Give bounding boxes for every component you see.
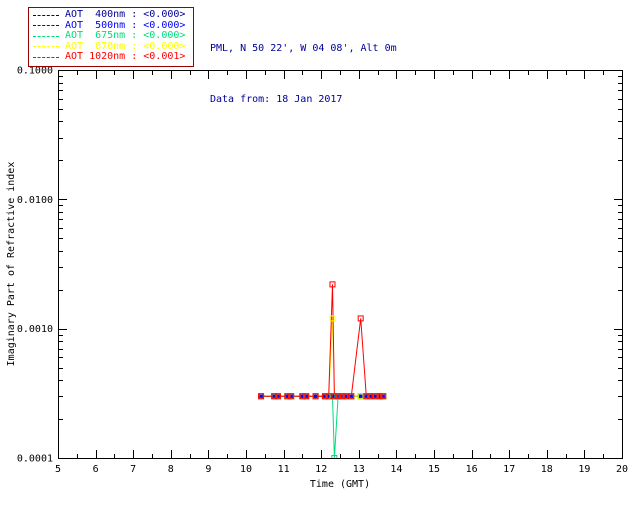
x-tick-label: 19 <box>578 464 590 475</box>
y-tick-label: 0.0100 <box>17 195 53 206</box>
x-tick-label: 8 <box>168 464 174 475</box>
x-tick-label: 11 <box>278 464 290 475</box>
x-tick-label: 12 <box>315 464 327 475</box>
legend-entry: AOT 1020nm : <0.001> <box>33 51 186 63</box>
x-tick-label: 5 <box>55 464 61 475</box>
legend-entries: AOT 400nm : <0.000> AOT 500nm : <0.000> AO… <box>33 9 186 63</box>
series-group <box>258 281 387 458</box>
x-tick-label: 20 <box>616 464 628 475</box>
legend-line-sample <box>33 46 59 48</box>
series-line-aot-1020nm <box>261 284 384 397</box>
y-axis-title: Imaginary Part of Refractive index <box>6 162 17 367</box>
series-line-aot-870nm <box>261 318 384 397</box>
legend-line-sample <box>33 35 59 37</box>
series-markers-aot-675nm <box>258 393 387 458</box>
legend-entry: AOT 675nm : <0.000> <box>33 30 186 42</box>
axis-ticks <box>58 70 623 459</box>
legend-line-sample <box>33 56 59 58</box>
legend-label: AOT 1020nm : <0.001> <box>65 51 186 62</box>
series-markers-aot-1020nm <box>258 281 387 400</box>
legend-entry: AOT 500nm : <0.000> <box>33 19 186 32</box>
plot-header: PML, N 50 22', W 04 08', Alt 0m Data fro… <box>210 6 397 142</box>
data-date-line: Data from: 18 Jan 2017 <box>210 94 343 105</box>
series-line-aot-675nm <box>261 395 384 458</box>
x-tick-label: 15 <box>428 464 440 475</box>
legend-label: AOT 675nm : <0.000> <box>65 30 186 41</box>
y-tick-label: 0.0001 <box>17 454 53 465</box>
series-markers-aot-870nm <box>258 315 387 400</box>
x-tick-label: 6 <box>93 464 99 475</box>
legend-line-sample <box>33 14 59 16</box>
plot-frame <box>58 70 623 459</box>
x-tick-label: 17 <box>503 464 515 475</box>
x-tick-label: 10 <box>240 464 252 475</box>
x-tick-label: 9 <box>205 464 211 475</box>
legend-line-sample <box>33 25 59 27</box>
station-info-line: PML, N 50 22', W 04 08', Alt 0m <box>210 43 397 54</box>
y-tick-label: 0.0010 <box>17 324 53 335</box>
x-tick-label: 7 <box>130 464 136 475</box>
x-axis-title: Time (GMT) <box>310 479 370 490</box>
legend-entry: AOT 870nm : <0.000> <box>33 40 186 53</box>
x-tick-label: 16 <box>466 464 478 475</box>
legend-label: AOT 500nm : <0.000> <box>65 19 186 31</box>
legend-box: AOT 400nm : <0.000> AOT 500nm : <0.000> AO… <box>28 7 195 67</box>
legend-entry: AOT 400nm : <0.000> <box>33 9 186 21</box>
y-tick-label: 0.1000 <box>17 66 53 77</box>
legend-label: AOT 400nm : <0.000> <box>65 9 186 20</box>
x-tick-label: 13 <box>353 464 365 475</box>
x-tick-label: 14 <box>390 464 402 475</box>
x-tick-label: 18 <box>541 464 553 475</box>
legend-label: AOT 870nm : <0.000> <box>65 40 186 52</box>
